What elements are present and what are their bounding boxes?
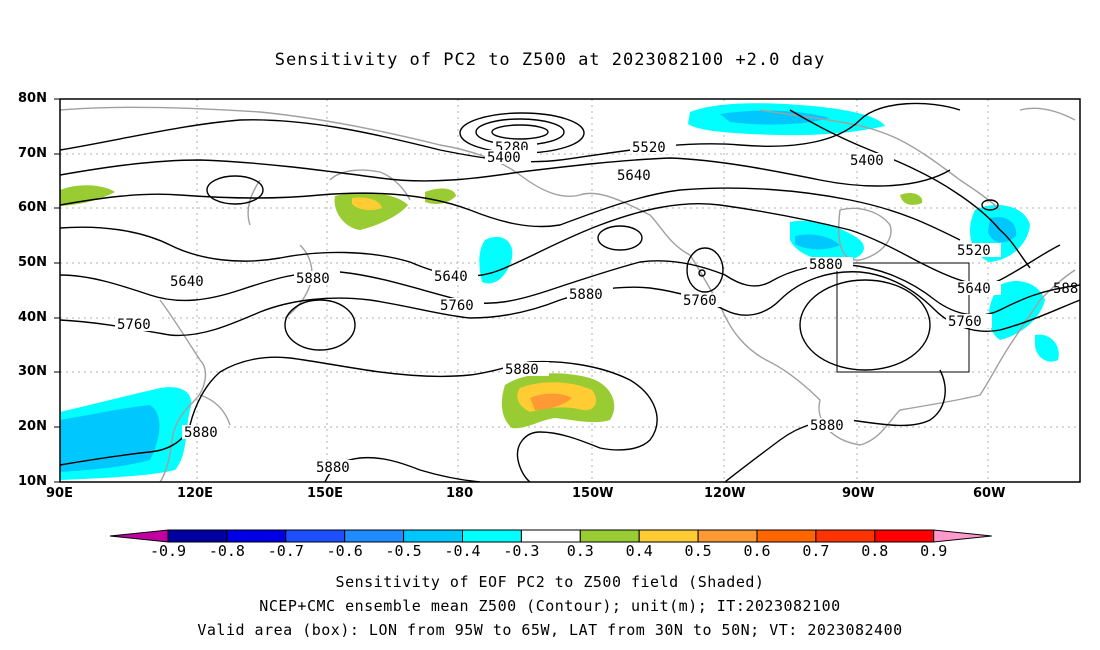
map-ticks [54, 98, 60, 483]
colorbar-label: 0.6 [743, 542, 770, 560]
contour-label: 588 [1053, 281, 1078, 297]
colorbar-box [579, 529, 640, 543]
contour-label: 5880 [316, 460, 350, 476]
lat-label: 40N [18, 310, 47, 325]
caption-line-3: Valid area (box): LON from 95W to 65W, L… [197, 621, 903, 639]
colorbar-boxes [109, 529, 992, 543]
lon-label: 120E [177, 486, 214, 501]
caption-line-1: Sensitivity of EOF PC2 to Z500 field (Sh… [335, 573, 765, 591]
contour-label: 5400 [487, 150, 521, 166]
colorbar-box [344, 529, 405, 543]
shade-negative-pacific-nw [479, 236, 513, 284]
colorbar-label: 0.7 [802, 542, 829, 560]
shade-positive-pacific-orange [530, 393, 572, 410]
shade-negative-canada-inner [795, 234, 840, 250]
colorbar-labels: -0.9 -0.8 -0.7 -0.6 -0.5 -0.4 -0.3 0.3 0.4 0.5 0.6… [150, 542, 947, 560]
colorbar-label: -0.3 [503, 542, 539, 560]
lon-label: 150W [572, 486, 614, 501]
contour-label: 5520 [632, 140, 666, 156]
shade-negative-eastasia-inner [60, 405, 160, 472]
shade-negative-labrador-inner [988, 216, 1017, 243]
lat-label: 30N [18, 364, 47, 379]
lon-label: 60W [973, 486, 1006, 501]
lat-label: 10N [18, 474, 47, 489]
contour-label: 5760 [117, 317, 151, 333]
contour-label: 5640 [957, 281, 991, 297]
lon-label: 90E [46, 486, 73, 501]
colorbar-label: -0.7 [268, 542, 304, 560]
shade-positive-hudson [900, 192, 923, 205]
lat-label: 20N [18, 419, 47, 434]
lat-label: 80N [18, 91, 47, 106]
shade-negative-arctic-inner [720, 110, 830, 125]
colorbar-box [756, 529, 817, 543]
lat-label: 60N [18, 200, 47, 215]
contour-label: 5760 [440, 298, 474, 314]
contour-label: 5760 [948, 314, 982, 330]
sensitivity-shading [60, 103, 1059, 480]
colorbar-label: 0.5 [685, 542, 712, 560]
lon-label: 150E [307, 486, 344, 501]
shade-positive-siberia-inner [352, 197, 382, 211]
contour-label: 5880 [505, 362, 539, 378]
z500-contours [60, 102, 1080, 482]
shade-negative-atlantic-2 [1035, 334, 1059, 362]
colorbar-label: -0.8 [209, 542, 245, 560]
colorbar-label: -0.4 [444, 542, 480, 560]
colorbar-box [874, 529, 935, 543]
colorbar-end-negative [109, 529, 169, 543]
colorbar-box [520, 529, 581, 543]
shade-positive-west [60, 185, 115, 206]
contour-label: 5640 [434, 269, 468, 285]
contour-label: 5640 [617, 168, 651, 184]
colorbar-box [403, 529, 464, 543]
contour-labels: 5280 5400 5520 5640 5400 5520 5640 5640 … [115, 140, 1078, 476]
lon-label: 180 [446, 486, 474, 501]
colorbar-label: 0.4 [626, 542, 653, 560]
colorbar-box [167, 529, 228, 543]
colorbar-label: 0.8 [861, 542, 888, 560]
map-panel: 5280 5400 5520 5640 5400 5520 5640 5640 … [54, 98, 1081, 483]
contour-label: 5760 [683, 293, 717, 309]
colorbar-label: -0.5 [386, 542, 422, 560]
contour-label: 5880 [184, 425, 218, 441]
map-title: Sensitivity of PC2 to Z500 at 2023082100… [274, 50, 826, 70]
contour-label: 5640 [170, 274, 204, 290]
colorbar: -0.9 -0.8 -0.7 -0.6 -0.5 -0.4 -0.3 0.3 0.4 0.5 0.6… [109, 529, 992, 560]
colorbar-box [638, 529, 699, 543]
contour-label: 5400 [850, 153, 884, 169]
colorbar-end-positive [933, 529, 992, 543]
colorbar-box [697, 529, 758, 543]
colorbar-box [285, 529, 346, 543]
contour-label: 5880 [296, 271, 330, 287]
map-frame [59, 98, 1081, 483]
colorbar-label: 0.9 [920, 542, 947, 560]
lon-label: 120W [704, 486, 746, 501]
contour-label: 5880 [569, 287, 603, 303]
contour-label: 5880 [809, 257, 843, 273]
colorbar-box [226, 529, 287, 543]
lat-label: 50N [18, 255, 47, 270]
colorbar-box [462, 529, 522, 543]
lon-label: 90W [842, 486, 875, 501]
colorbar-label: 0.3 [567, 542, 594, 560]
lat-label: 70N [18, 146, 47, 161]
contour-label: 5880 [810, 418, 844, 434]
colorbar-box [815, 529, 876, 543]
caption-line-2: NCEP+CMC ensemble mean Z500 (Contour); u… [259, 597, 841, 615]
colorbar-label: -0.9 [150, 542, 186, 560]
contour-label: 5520 [957, 243, 991, 259]
colorbar-label: -0.6 [327, 542, 363, 560]
